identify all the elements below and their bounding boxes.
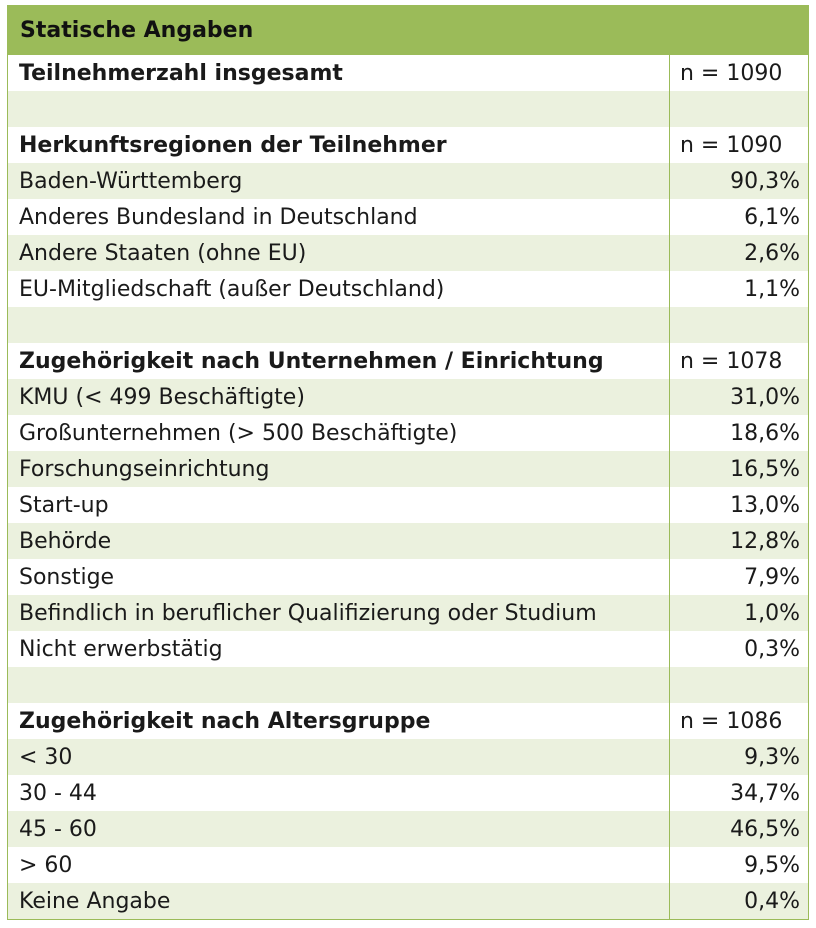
row-label: KMU (< 499 Beschäftigte) <box>8 379 670 415</box>
table-row: 45 - 60 46,5% <box>8 811 808 847</box>
section-title: Zugehörigkeit nach Altersgruppe <box>8 703 670 739</box>
row-label: > 60 <box>8 847 670 883</box>
section-header-row: Herkunftsregionen der Teilnehmer n = 1090 <box>8 127 808 163</box>
row-label: Großunternehmen (> 500 Beschäftigte) <box>8 415 670 451</box>
table-row: Befindlich in beruflicher Qualifizierung… <box>8 595 808 631</box>
row-label: Behörde <box>8 523 670 559</box>
row-label: Forschungseinrichtung <box>8 451 670 487</box>
table-row: Baden-Württemberg 90,3% <box>8 163 808 199</box>
row-value: 1,1% <box>744 276 800 302</box>
table-title: Statische Angaben <box>8 6 808 55</box>
spacer-row <box>8 667 808 703</box>
table-row: Keine Angabe 0,4% <box>8 883 808 919</box>
sample-size: n = 1078 <box>680 348 783 374</box>
row-value: 34,7% <box>730 780 800 806</box>
row-value: 7,9% <box>744 564 800 590</box>
row-label: EU-Mitgliedschaft (außer Deutschland) <box>8 271 670 307</box>
table-row: Start-up 13,0% <box>8 487 808 523</box>
row-value: 46,5% <box>730 816 800 842</box>
table-row: 30 - 44 34,7% <box>8 775 808 811</box>
row-value: 1,0% <box>744 600 800 626</box>
row-value <box>670 91 808 127</box>
row-value: 9,5% <box>744 852 800 878</box>
row-value: 6,1% <box>744 204 800 230</box>
sample-size: n = 1090 <box>680 132 783 158</box>
row-label: Anderes Bundesland in Deutschland <box>8 199 670 235</box>
row-value: 18,6% <box>730 420 800 446</box>
row-label: Start-up <box>8 487 670 523</box>
row-value: 16,5% <box>730 456 800 482</box>
row-label: < 30 <box>8 739 670 775</box>
section-title: Teilnehmerzahl insgesamt <box>8 55 670 91</box>
row-value: 2,6% <box>744 240 800 266</box>
table-row: Andere Staaten (ohne EU) 2,6% <box>8 235 808 271</box>
row-value: 31,0% <box>730 384 800 410</box>
table-row: Sonstige 7,9% <box>8 559 808 595</box>
table-row: Anderes Bundesland in Deutschland 6,1% <box>8 199 808 235</box>
row-label: Baden-Württemberg <box>8 163 670 199</box>
row-label: Keine Angabe <box>8 883 670 919</box>
row-label: 30 - 44 <box>8 775 670 811</box>
row-label <box>8 307 670 343</box>
spacer-row <box>8 91 808 127</box>
row-label: 45 - 60 <box>8 811 670 847</box>
row-label: Andere Staaten (ohne EU) <box>8 235 670 271</box>
table-row: EU-Mitgliedschaft (außer Deutschland) 1,1… <box>8 271 808 307</box>
section-header-row: Zugehörigkeit nach Unternehmen / Einrich… <box>8 343 808 379</box>
table-row: Nicht erwerbstätig 0,3% <box>8 631 808 667</box>
row-label: Nicht erwerbstätig <box>8 631 670 667</box>
row-label <box>8 91 670 127</box>
table-row: Forschungseinrichtung 16,5% <box>8 451 808 487</box>
row-label: Befindlich in beruflicher Qualifizierung… <box>8 595 670 631</box>
row-value <box>670 667 808 703</box>
table-row: Behörde 12,8% <box>8 523 808 559</box>
section-title: Zugehörigkeit nach Unternehmen / Einrich… <box>8 343 670 379</box>
sample-size: n = 1086 <box>680 708 783 734</box>
section-header-row: Zugehörigkeit nach Altersgruppe n = 1086 <box>8 703 808 739</box>
table-row: < 30 9,3% <box>8 739 808 775</box>
row-label: Sonstige <box>8 559 670 595</box>
row-label <box>8 667 670 703</box>
row-value: 0,3% <box>744 636 800 662</box>
table-row: > 60 9,5% <box>8 847 808 883</box>
row-value: 90,3% <box>730 168 800 194</box>
spacer-row <box>8 307 808 343</box>
sample-size: n = 1090 <box>680 60 783 86</box>
row-value: 0,4% <box>744 888 800 914</box>
table-row: Großunternehmen (> 500 Beschäftigte) 18,6… <box>8 415 808 451</box>
section-header-row: Teilnehmerzahl insgesamt n = 1090 <box>8 55 808 91</box>
statistics-table: Statische Angaben Teilnehmerzahl insgesa… <box>7 5 809 920</box>
table-body: Teilnehmerzahl insgesamt n = 1090 Herkunft… <box>8 55 808 919</box>
row-value <box>670 307 808 343</box>
section-title: Herkunftsregionen der Teilnehmer <box>8 127 670 163</box>
row-value: 9,3% <box>744 744 800 770</box>
row-value: 13,0% <box>730 492 800 518</box>
row-value: 12,8% <box>730 528 800 554</box>
table-row: KMU (< 499 Beschäftigte) 31,0% <box>8 379 808 415</box>
